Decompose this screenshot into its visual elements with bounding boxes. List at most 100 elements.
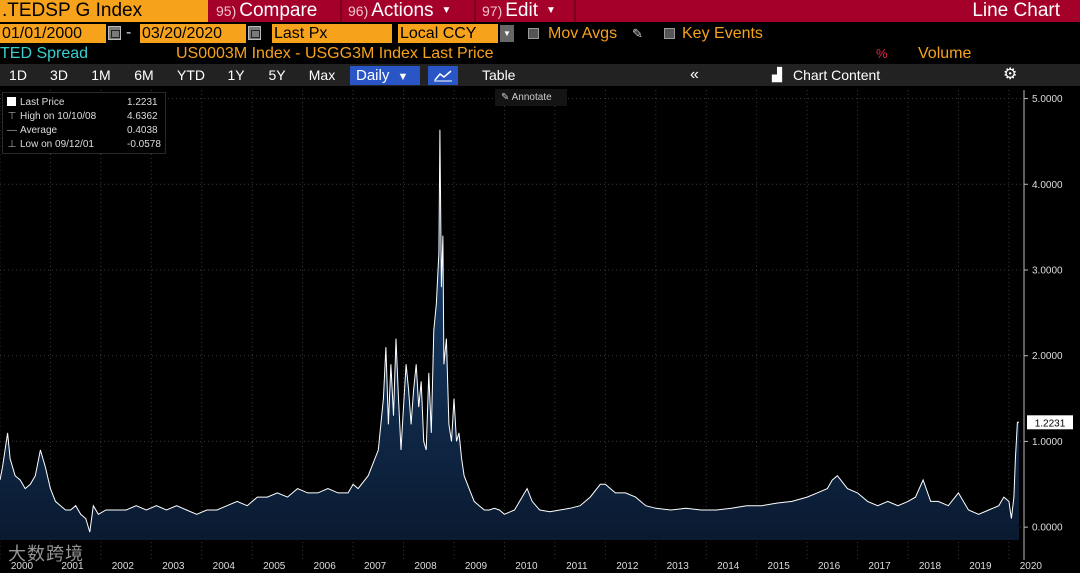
period-1d[interactable]: 1D: [9, 67, 27, 83]
ticker-field[interactable]: .TEDSP G Index: [0, 0, 208, 22]
x-tick-label: 2020: [1020, 561, 1043, 572]
annotate-label: Annotate: [511, 92, 552, 103]
last-value-label: 1.2231: [1035, 418, 1066, 429]
chevron-down-icon: ▼: [545, 5, 556, 16]
high-marker-icon: ⊤: [7, 111, 17, 122]
x-tick-label: 2018: [919, 561, 942, 572]
x-tick-label: 2005: [263, 561, 286, 572]
y-tick-label: 1.0000: [1032, 437, 1063, 448]
x-tick-label: 2008: [414, 561, 437, 572]
last-value-box: [1027, 415, 1073, 430]
field-select[interactable]: Last Px: [272, 24, 392, 43]
x-tick-label: 2002: [112, 561, 135, 572]
legend-average: — Average 0.4038: [7, 124, 158, 137]
chart-type-title: Line Chart: [972, 0, 1060, 21]
period-1y[interactable]: 1Y: [227, 67, 245, 83]
watermark-logo: 大数跨境: [8, 544, 84, 564]
x-tick-label: 2011: [566, 561, 588, 572]
chevron-down-icon: ▼: [397, 71, 409, 83]
pencil-icon: ✎: [501, 92, 510, 103]
title-bar: .TEDSP G Index 95) Compare 96) Actions ▼ 97…: [0, 0, 1080, 22]
volume-label[interactable]: Volume: [918, 45, 972, 62]
frequency-label: Daily: [356, 67, 390, 84]
x-tick-label: 2014: [717, 561, 740, 572]
legend-high: ⊤ High on 10/10/08 4.6362: [7, 110, 158, 123]
separator: [574, 0, 576, 22]
period-1m[interactable]: 1M: [91, 67, 111, 83]
x-tick-label: 2003: [162, 561, 185, 572]
calendar-icon[interactable]: [108, 26, 121, 40]
end-date-field[interactable]: 03/20/2020: [140, 24, 246, 43]
period-3d[interactable]: 3D: [50, 67, 68, 83]
actions-num: 96): [348, 3, 369, 19]
legend-high-value: 4.6362: [127, 111, 158, 122]
x-tick-label: 2000: [11, 561, 34, 572]
legend-last-price-label: Last Price: [20, 97, 65, 108]
legend-high-label: High on 10/10/08: [20, 111, 97, 122]
legend-low: ⊥ Low on 09/12/01 -0.0578: [7, 138, 161, 151]
period-toolbar: 1D 3D 1M 6M YTD 1Y 5Y Max Daily ▼ Table …: [0, 64, 1080, 86]
legend-low-value: -0.0578: [127, 139, 161, 150]
compare-button[interactable]: 95) Compare: [216, 0, 317, 22]
y-tick-label: 3.0000: [1032, 266, 1063, 277]
legend-average-label: Average: [20, 125, 58, 136]
frequency-select[interactable]: Daily ▼: [350, 66, 420, 85]
series-formula: US0003M Index - USGG3M Index Last Price: [176, 45, 494, 62]
options-row: 01/01/2000 - 03/20/2020 Last Px Local CC…: [0, 22, 1080, 44]
x-tick-label: 2007: [364, 561, 387, 572]
edit-label: Edit: [505, 0, 538, 21]
legend-low-label: Low on 09/12/01: [20, 139, 94, 150]
chevron-down-icon[interactable]: ▼: [500, 25, 514, 42]
y-tick-label: 4.0000: [1032, 180, 1063, 191]
x-tick-label: 2010: [515, 561, 538, 572]
y-tick-label: 2.0000: [1032, 351, 1063, 362]
gear-icon[interactable]: ⚙: [1003, 66, 1018, 83]
period-ytd[interactable]: YTD: [177, 67, 205, 83]
y-tick-label: 0.0000: [1032, 523, 1063, 534]
line-chart-icon[interactable]: [428, 66, 458, 85]
annotate-button[interactable]: ✎ Annotate: [495, 89, 567, 106]
period-max[interactable]: Max: [308, 67, 336, 83]
ted-spread-chart[interactable]: 0.0000 1.0000 2.0000 3.0000 4.0000 5.0000 200…: [0, 86, 1080, 573]
table-button[interactable]: Table: [482, 67, 516, 83]
mov-avgs-label: Mov Avgs: [548, 25, 618, 42]
x-tick-label: 2004: [213, 561, 236, 572]
key-events-label: Key Events: [682, 25, 763, 42]
grid-lines: [0, 90, 1024, 560]
chart-content-icon[interactable]: ▟: [772, 67, 782, 82]
collapse-icon[interactable]: «: [690, 66, 699, 83]
series-swatch: [7, 97, 16, 106]
compare-num: 95): [216, 3, 237, 19]
mov-avgs-checkbox[interactable]: [528, 28, 539, 39]
separator: [340, 0, 342, 22]
x-tick-label: 2012: [616, 561, 639, 572]
chart-content-button[interactable]: Chart Content: [793, 67, 881, 83]
edit-num: 97): [482, 3, 503, 19]
legend-last-price: Last Price 1.2231: [7, 96, 158, 109]
area-fill: [0, 129, 1019, 541]
key-events-checkbox[interactable]: [664, 28, 675, 39]
actions-label: Actions: [371, 0, 434, 21]
x-tick-label: 2017: [868, 561, 891, 572]
average-marker-icon: —: [7, 125, 17, 136]
separator: [474, 0, 476, 22]
actions-button[interactable]: 96) Actions ▼: [348, 0, 451, 22]
x-tick-label: 2006: [314, 561, 337, 572]
start-date-field[interactable]: 01/01/2000: [0, 24, 106, 43]
y-axis-ticks: 0.0000 1.0000 2.0000 3.0000 4.0000 5.0000: [1024, 94, 1063, 534]
percent-toggle[interactable]: %: [876, 46, 888, 61]
x-tick-label: 2016: [818, 561, 841, 572]
legend-box: Last Price 1.2231 ⊤ High on 10/10/08 4.63…: [2, 92, 166, 154]
x-tick-label: 2009: [465, 561, 488, 572]
period-5y[interactable]: 5Y: [268, 67, 286, 83]
calendar-icon[interactable]: [248, 26, 261, 40]
currency-select[interactable]: Local CCY: [398, 24, 498, 43]
x-tick-label: 2015: [768, 561, 791, 572]
x-tick-label: 2019: [969, 561, 992, 572]
low-marker-icon: ⊥: [7, 139, 17, 150]
series-line: [0, 129, 1019, 533]
pencil-icon[interactable]: ✎: [632, 26, 643, 41]
chevron-down-icon: ▼: [441, 5, 452, 16]
edit-button[interactable]: 97) Edit ▼: [482, 0, 556, 22]
period-6m[interactable]: 6M: [134, 67, 154, 83]
